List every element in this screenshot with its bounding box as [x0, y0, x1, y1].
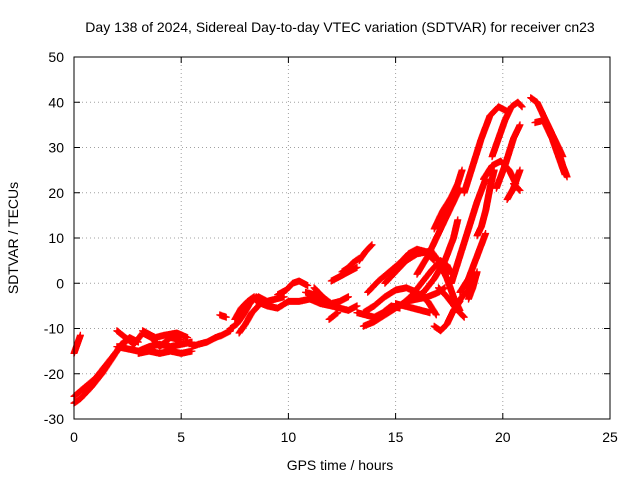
series-track-35: [430, 166, 466, 233]
x-tick-label: 20: [495, 429, 511, 445]
series-track-22: [355, 241, 376, 265]
y-tick-label: -30: [44, 411, 64, 427]
axis-ticks: -30 -20 -10 0 10 20 30 40 50 0 5 10 15 20 25: [44, 49, 618, 445]
x-tick-label: 10: [281, 429, 297, 445]
x-tick-label: 5: [177, 429, 185, 445]
series-track-03: [70, 331, 84, 357]
y-tick-label: 0: [56, 275, 64, 291]
x-tick-label: 0: [70, 429, 78, 445]
series-track-37: [460, 103, 511, 197]
series-track-39: [454, 270, 477, 308]
series-track-27: [381, 248, 432, 287]
series-track-40: [465, 268, 481, 303]
data-points: [70, 94, 571, 407]
y-tick-label: -10: [44, 321, 64, 337]
series-track-08: [188, 334, 219, 351]
x-tick-label: 25: [602, 429, 618, 445]
y-tick-label: 40: [48, 94, 64, 110]
series-track-34: [435, 284, 468, 321]
series-track-15: [254, 293, 288, 305]
series-track-07: [139, 327, 192, 342]
y-tick-label: -20: [44, 366, 64, 382]
y-tick-label: 20: [48, 185, 64, 201]
series-track-20: [327, 263, 361, 285]
series-track-31: [413, 184, 464, 278]
series-track-13: [235, 302, 262, 337]
series-track-41: [473, 166, 498, 240]
series-track-49: [555, 148, 571, 181]
series-track-10: [216, 311, 230, 321]
series-track-46: [510, 180, 524, 194]
series-track-44: [492, 121, 524, 192]
series-track-36: [447, 175, 490, 287]
grid: [74, 57, 610, 419]
y-tick-label: 50: [48, 49, 64, 65]
series-track-43: [488, 98, 526, 161]
y-tick-label: 30: [48, 140, 64, 156]
x-axis-title: GPS time / hours: [287, 457, 394, 473]
series-track-18: [310, 284, 352, 308]
series-track-16: [274, 277, 312, 299]
x-tick-label: 15: [388, 429, 404, 445]
series-track-12: [231, 293, 258, 323]
chart-title: Day 138 of 2024, Sidereal Day-to-day VTE…: [85, 19, 595, 35]
series-track-38: [456, 230, 490, 296]
series-track-19: [325, 309, 342, 323]
series-track-06: [134, 347, 196, 357]
series-track-09: [212, 327, 234, 342]
y-tick-label: 10: [48, 230, 64, 246]
y-axis-title: SDTVAR / TECUs: [5, 182, 21, 294]
